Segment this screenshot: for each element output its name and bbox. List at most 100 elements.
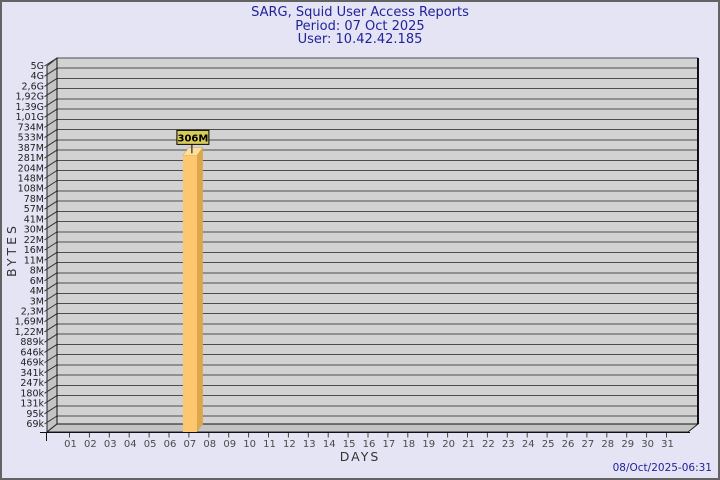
y-tick-label: 16M xyxy=(24,245,44,256)
y-tick-label: 247k xyxy=(20,378,44,389)
x-tick-label: 10 xyxy=(243,439,256,450)
y-tick xyxy=(44,159,58,169)
plot-area xyxy=(57,58,698,424)
x-tick-label: 20 xyxy=(442,439,455,450)
y-tick xyxy=(44,211,58,220)
x-tick-label: 22 xyxy=(482,439,495,450)
y-tick-label: 734M xyxy=(18,122,44,133)
x-tick-label: 14 xyxy=(323,439,336,450)
x-tick-label: 16 xyxy=(363,439,376,450)
x-tick-label: 03 xyxy=(104,439,117,450)
y-tick-label: 4G xyxy=(31,71,44,82)
generated-timestamp: 08/Oct/2025-06:31 xyxy=(612,462,712,474)
y-tick-label: 78M xyxy=(24,194,44,205)
x-tick-label: 13 xyxy=(303,439,316,450)
y-tick-label: 41M xyxy=(24,214,44,225)
y-tick xyxy=(44,282,58,292)
y-tick-label: 131k xyxy=(20,399,44,410)
y-tick xyxy=(44,395,58,404)
y-tick xyxy=(44,149,58,159)
y-tick-label: 57M xyxy=(24,204,44,215)
y-tick xyxy=(44,108,58,118)
floor-3d xyxy=(45,423,700,433)
y-tick-label: 469k xyxy=(20,358,44,369)
y-tick xyxy=(44,333,58,343)
y-tick xyxy=(44,170,58,179)
y-tick xyxy=(44,139,58,149)
y-tick-label: 533M xyxy=(18,133,44,144)
y-tick-label: 646k xyxy=(20,347,44,358)
y-tick-label: 95k xyxy=(26,409,44,420)
y-tick-label: 108M xyxy=(18,184,44,195)
y-tick xyxy=(44,343,58,353)
x-tick-label: 17 xyxy=(383,439,396,450)
report-header: SARG, Squid User Access Reports Period: … xyxy=(2,6,718,47)
y-tick-label: 1,22M xyxy=(15,327,44,338)
x-tick-label: 24 xyxy=(522,439,535,450)
x-tick-label: 23 xyxy=(502,439,515,450)
y-tick xyxy=(44,405,58,415)
y-tick xyxy=(44,78,58,87)
x-tick-label: 08 xyxy=(203,439,216,450)
y-tick xyxy=(44,200,58,210)
bar-value-label: 306M xyxy=(177,133,208,144)
y-tick-label: 8M xyxy=(30,266,44,277)
y-tick xyxy=(44,374,58,384)
y-tick-label: 69k xyxy=(26,419,44,430)
y-tick xyxy=(44,251,58,261)
y-tick xyxy=(44,303,58,312)
bar-side-face-day-07 xyxy=(196,147,203,432)
x-tick-label: 01 xyxy=(64,439,77,450)
x-tick-label: 27 xyxy=(582,439,595,450)
y-tick xyxy=(44,88,58,98)
y-tick xyxy=(44,118,58,128)
report-user: User: 10.42.42.185 xyxy=(297,32,423,47)
x-tick-label: 04 xyxy=(124,439,137,450)
y-tick xyxy=(44,354,58,364)
report-title: SARG, Squid User Access Reports xyxy=(251,5,469,20)
y-tick xyxy=(44,241,58,251)
x-tick-label: 06 xyxy=(164,439,177,450)
y-tick-label: 148M xyxy=(18,174,44,185)
y-tick xyxy=(44,190,58,200)
y-tick-label: 387M xyxy=(18,143,44,154)
y-tick-label: 1,92G xyxy=(15,92,44,103)
y-tick-label: 2,6G xyxy=(22,81,44,92)
x-tick-label: 02 xyxy=(84,439,97,450)
y-tick xyxy=(44,221,58,231)
x-tick-label: 05 xyxy=(144,439,157,450)
y-tick xyxy=(44,323,58,333)
x-tick-label: 15 xyxy=(343,439,356,450)
y-tick xyxy=(44,292,58,302)
report-period: Period: 07 Oct 2025 xyxy=(295,18,425,34)
x-tick-label: 12 xyxy=(283,439,296,450)
x-tick-label: 11 xyxy=(263,439,276,450)
y-tick-label: 30M xyxy=(24,225,44,236)
y-tick xyxy=(44,129,58,139)
y-tick-label: 341k xyxy=(20,368,44,379)
y-tick xyxy=(44,262,58,271)
bar-day-07 xyxy=(182,155,197,432)
y-tick-label: 1,01G xyxy=(15,112,44,123)
y-tick-label: 281M xyxy=(18,153,44,164)
y-tick-label: 889k xyxy=(20,337,44,348)
y-tick xyxy=(44,98,58,108)
x-tick-label: 19 xyxy=(422,439,435,450)
y-tick xyxy=(44,180,58,190)
x-tick-label: 07 xyxy=(184,439,197,450)
y-tick-label: 1,69M xyxy=(15,317,44,328)
x-tick-label: 25 xyxy=(542,439,555,450)
x-tick-label: 21 xyxy=(462,439,475,450)
y-tick xyxy=(44,272,58,282)
y-tick-label: 204M xyxy=(18,163,44,174)
y-tick-label: 5G xyxy=(31,61,44,72)
x-tick-label: 29 xyxy=(621,439,634,450)
y-tick-label: 4M xyxy=(30,286,44,297)
y-tick-label: 180k xyxy=(20,388,44,399)
y-tick xyxy=(44,415,58,425)
y-tick-label: 6M xyxy=(30,276,44,287)
x-tick-label: 28 xyxy=(601,439,614,450)
x-tick-label: 18 xyxy=(402,439,415,450)
